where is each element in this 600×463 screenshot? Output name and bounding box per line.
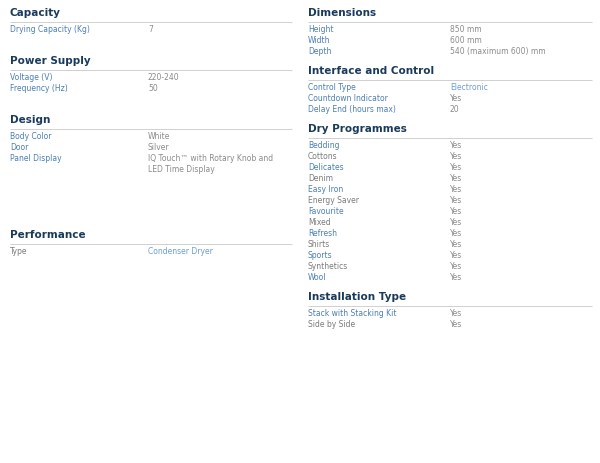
Text: Yes: Yes xyxy=(450,320,462,329)
Text: 850 mm: 850 mm xyxy=(450,25,482,34)
Text: Yes: Yes xyxy=(450,94,462,103)
Text: Sports: Sports xyxy=(308,251,332,260)
Text: Energy Saver: Energy Saver xyxy=(308,196,359,205)
Text: Frequency (Hz): Frequency (Hz) xyxy=(10,84,68,93)
Text: Bedding: Bedding xyxy=(308,141,340,150)
Text: Shirts: Shirts xyxy=(308,240,330,249)
Text: Yes: Yes xyxy=(450,196,462,205)
Text: Drying Capacity (Kg): Drying Capacity (Kg) xyxy=(10,25,90,34)
Text: Refresh: Refresh xyxy=(308,229,337,238)
Text: Favourite: Favourite xyxy=(308,207,344,216)
Text: IQ Touch™ with Rotary Knob and: IQ Touch™ with Rotary Knob and xyxy=(148,154,273,163)
Text: Yes: Yes xyxy=(450,240,462,249)
Text: Voltage (V): Voltage (V) xyxy=(10,73,53,82)
Text: Yes: Yes xyxy=(450,174,462,183)
Text: Yes: Yes xyxy=(450,273,462,282)
Text: Countdown Indicator: Countdown Indicator xyxy=(308,94,388,103)
Text: Synthetics: Synthetics xyxy=(308,262,348,271)
Text: Stack with Stacking Kit: Stack with Stacking Kit xyxy=(308,309,397,318)
Text: 20: 20 xyxy=(450,105,460,114)
Text: Dry Programmes: Dry Programmes xyxy=(308,124,407,134)
Text: Body Color: Body Color xyxy=(10,132,52,141)
Text: Cottons: Cottons xyxy=(308,152,338,161)
Text: 600 mm: 600 mm xyxy=(450,36,482,45)
Text: Design: Design xyxy=(10,115,50,125)
Text: White: White xyxy=(148,132,170,141)
Text: Electronic: Electronic xyxy=(450,83,488,92)
Text: Side by Side: Side by Side xyxy=(308,320,355,329)
Text: Yes: Yes xyxy=(450,218,462,227)
Text: Wool: Wool xyxy=(308,273,326,282)
Text: Yes: Yes xyxy=(450,262,462,271)
Text: Width: Width xyxy=(308,36,331,45)
Text: Capacity: Capacity xyxy=(10,8,61,18)
Text: Power Supply: Power Supply xyxy=(10,56,91,66)
Text: Silver: Silver xyxy=(148,143,170,152)
Text: Delay End (hours max): Delay End (hours max) xyxy=(308,105,396,114)
Text: Yes: Yes xyxy=(450,141,462,150)
Text: 540 (maximum 600) mm: 540 (maximum 600) mm xyxy=(450,47,545,56)
Text: Yes: Yes xyxy=(450,251,462,260)
Text: Yes: Yes xyxy=(450,185,462,194)
Text: LED Time Display: LED Time Display xyxy=(148,165,215,174)
Text: Yes: Yes xyxy=(450,152,462,161)
Text: Delicates: Delicates xyxy=(308,163,344,172)
Text: Condenser Dryer: Condenser Dryer xyxy=(148,247,213,256)
Text: Height: Height xyxy=(308,25,334,34)
Text: 50: 50 xyxy=(148,84,158,93)
Text: Panel Display: Panel Display xyxy=(10,154,62,163)
Text: Depth: Depth xyxy=(308,47,331,56)
Text: Easy Iron: Easy Iron xyxy=(308,185,343,194)
Text: Yes: Yes xyxy=(450,309,462,318)
Text: Performance: Performance xyxy=(10,230,86,240)
Text: Control Type: Control Type xyxy=(308,83,356,92)
Text: 220-240: 220-240 xyxy=(148,73,179,82)
Text: Denim: Denim xyxy=(308,174,333,183)
Text: 7: 7 xyxy=(148,25,153,34)
Text: Installation Type: Installation Type xyxy=(308,292,406,302)
Text: Yes: Yes xyxy=(450,207,462,216)
Text: Door: Door xyxy=(10,143,28,152)
Text: Yes: Yes xyxy=(450,163,462,172)
Text: Mixed: Mixed xyxy=(308,218,331,227)
Text: Type: Type xyxy=(10,247,28,256)
Text: Yes: Yes xyxy=(450,229,462,238)
Text: Interface and Control: Interface and Control xyxy=(308,66,434,76)
Text: Dimensions: Dimensions xyxy=(308,8,376,18)
